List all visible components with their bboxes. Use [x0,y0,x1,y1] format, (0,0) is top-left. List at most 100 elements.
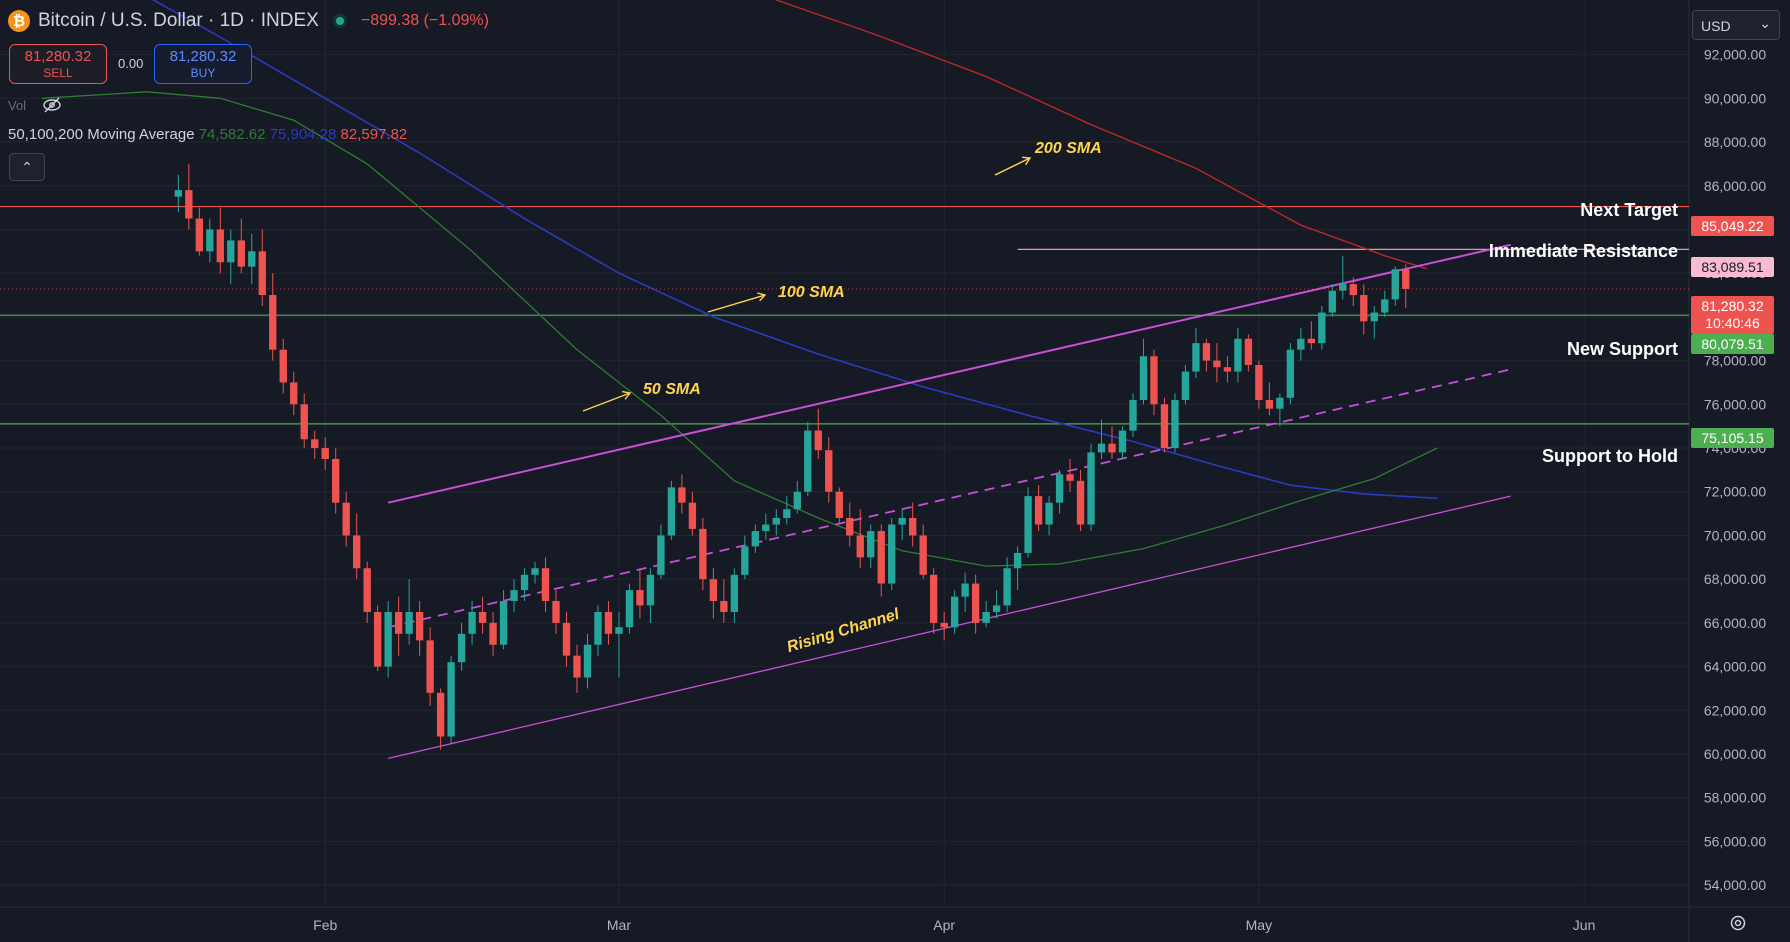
x-tick-label: Jun [1573,917,1596,933]
sma200-arrow-head [1021,156,1032,166]
y-tick-label: 76,000.00 [1704,396,1766,412]
candle-body [909,517,917,536]
candle-body [1150,356,1158,405]
candle-body [363,568,371,612]
candle-body [762,524,770,532]
sma100-arrow [707,294,766,313]
currency-select[interactable]: USD [1692,8,1780,40]
candle-body [720,601,728,612]
support-hold-price-label: 75,105.15 [1691,428,1774,448]
candle-body [678,487,686,503]
candle-body [992,605,1001,612]
candle-body [227,240,235,263]
candle-body [447,662,455,737]
symbol-title[interactable]: Bitcoin / U.S. Dollar · 1D · INDEX [38,10,319,31]
indicator-legend[interactable]: 50,100,200 Moving Average 74,582.62 75,9… [8,126,407,143]
candle-body [1129,399,1137,431]
candle-body [615,627,623,634]
candle-body [1097,443,1106,453]
candle-body [1139,356,1148,400]
candle-body [562,622,571,656]
candle-body [1402,269,1410,289]
candle-body [1360,295,1368,322]
sma50-line [41,91,1438,567]
candle-body [1171,399,1179,449]
new-support-annotation: New Support [1567,339,1678,359]
candle-body [888,524,896,584]
collapse-legend-button[interactable]: ⌃ [9,153,45,181]
candle-body [971,583,980,623]
candle-body [1003,568,1011,606]
candle-body [783,509,791,518]
chart-header: ₿ Bitcoin / U.S. Dollar · 1D · INDEX −89… [8,10,489,32]
candle-body [279,349,287,383]
candle-body [426,640,434,693]
candle-body [699,528,707,580]
channel-upper-line [387,243,1511,504]
candle-body [1255,364,1263,400]
sell-button[interactable]: 81,280.32 SELL [9,44,107,84]
candle-body [751,531,760,547]
candle-body [478,611,487,623]
x-tick-label: Mar [607,917,631,933]
indicator-name: 50,100,200 Moving Average [8,126,195,143]
candle-body [898,517,906,525]
sma200-arrow [994,157,1031,176]
candle-body [520,574,529,591]
spread-value: 0.00 [118,56,144,71]
buy-label: BUY [190,66,216,80]
sma200-line [774,0,1427,270]
eye-off-icon[interactable] [42,97,62,113]
candle-body [237,240,245,267]
candle-body [541,568,550,602]
candle-body [877,531,885,584]
candle-body [1328,290,1336,313]
candle-body [531,568,539,575]
y-tick-label: 86,000.00 [1704,178,1766,194]
y-tick-label: 72,000.00 [1704,484,1766,500]
sma100-annotation: 100 SMA [778,284,845,301]
candle-body [269,295,277,350]
buy-price: 81,280.32 [169,48,237,65]
x-tick-label: Feb [313,917,337,933]
sma200-value: 82,597.82 [340,126,408,143]
candle-body [835,491,843,518]
sma100-line [151,0,1438,500]
bitcoin-icon: ₿ [8,10,30,32]
candle-body [1244,338,1253,365]
candle-body [929,574,938,623]
candle-body [216,229,224,263]
candle-body [825,450,833,492]
candle-body [552,601,560,623]
y-tick-label: 68,000.00 [1704,571,1766,587]
candle-body [961,583,969,597]
candle-body [1286,349,1295,398]
candle-body [657,535,665,575]
y-tick-label: 64,000.00 [1704,659,1766,675]
buy-button[interactable]: 81,280.32 BUY [154,44,252,84]
candle-body [1391,269,1399,300]
candle-body [1213,360,1221,368]
channel-mid-line [387,368,1511,629]
sell-label: SELL [43,66,73,80]
settings-gear-icon[interactable] [1728,913,1748,933]
y-tick-label: 60,000.00 [1704,746,1766,762]
sma50-arrow-head [622,390,632,400]
next-target-price-label: 85,049.22 [1691,216,1774,236]
candle-body [583,644,592,678]
y-tick-label: 90,000.00 [1704,90,1766,106]
candle-body [940,622,948,628]
last-price-label: 81,280.32 10:40:46 [1691,296,1774,334]
candle-body [1276,397,1284,409]
candle-body [353,535,361,569]
sma50-annotation: 50 SMA [643,381,701,398]
candle-body [394,611,403,634]
candle-body [1297,338,1305,350]
sma50-value: 74,582.62 [198,126,266,143]
candle-body [1381,299,1389,313]
sma100-arrow-head [757,292,767,302]
candle-body [457,633,466,663]
price-change: −899.38 (−1.09%) [360,12,489,29]
